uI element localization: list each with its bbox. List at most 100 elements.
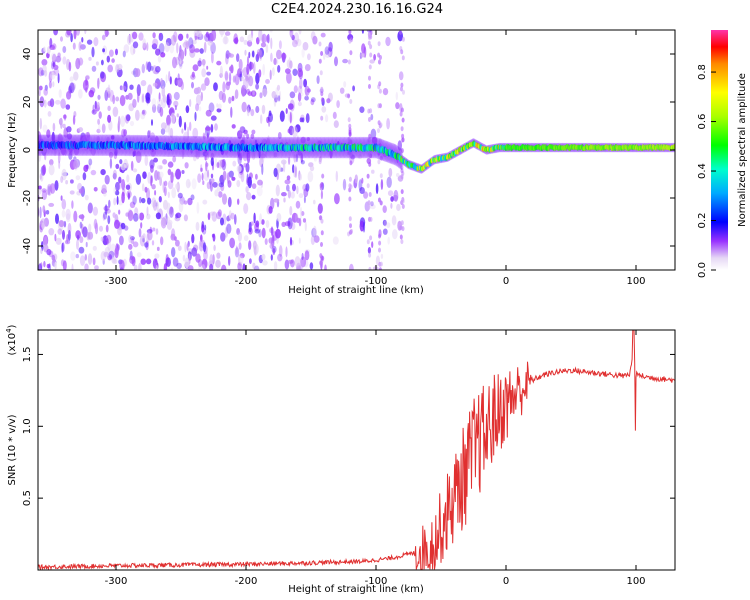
noise-cell — [317, 203, 323, 214]
noise-cell — [261, 104, 266, 115]
streak-cell — [320, 182, 324, 187]
noise-cell — [273, 58, 277, 65]
noise-cell — [339, 87, 345, 94]
noise-cell — [202, 180, 205, 185]
noise-cell — [42, 64, 47, 74]
noise-cell — [297, 92, 302, 102]
noise-cell — [108, 199, 111, 208]
noise-cell — [144, 154, 149, 166]
noise-cell — [220, 232, 226, 242]
noise-cell — [141, 63, 145, 74]
noise-cell — [301, 48, 305, 58]
streak-cell — [347, 117, 351, 123]
streak-cell — [367, 40, 371, 46]
noise-cell — [45, 210, 50, 215]
noise-cell — [248, 51, 251, 59]
noise-cell — [160, 52, 166, 58]
streak-cell — [377, 128, 380, 134]
noise-cell — [105, 224, 109, 233]
noise-cell — [157, 55, 162, 63]
noise-cell — [191, 233, 195, 244]
noise-cell — [296, 38, 302, 47]
noise-cell — [190, 194, 195, 201]
noise-cell — [61, 199, 67, 210]
noise-cell — [193, 30, 200, 37]
noise-cell — [158, 171, 164, 178]
streak-cell — [400, 126, 404, 132]
noise-cell — [313, 199, 316, 205]
streak-cell — [400, 82, 404, 88]
noise-cell — [396, 203, 401, 212]
streak-cell — [321, 255, 325, 261]
noise-cell — [104, 246, 111, 257]
noise-cell — [369, 59, 375, 64]
noise-cell — [290, 191, 295, 199]
noise-cell — [231, 95, 235, 102]
noise-cell — [133, 213, 139, 222]
noise-cell — [238, 255, 244, 265]
noise-cell — [273, 97, 277, 107]
noise-cell — [174, 105, 177, 111]
noise-cell — [332, 111, 337, 119]
noise-cell — [66, 91, 72, 100]
noise-cell — [265, 150, 268, 158]
noise-cell — [206, 181, 211, 190]
noise-cell — [220, 217, 224, 226]
noise-cell — [310, 97, 316, 103]
noise-cell — [62, 123, 66, 129]
noise-cell — [265, 220, 270, 228]
noise-cell — [177, 192, 183, 199]
noise-cell — [291, 126, 298, 138]
noise-cell — [91, 109, 97, 115]
noise-cell — [114, 219, 120, 229]
noise-cell — [75, 253, 80, 259]
streak-cell — [348, 216, 352, 222]
noise-cell — [86, 39, 93, 45]
noise-cell — [237, 198, 240, 205]
noise-cell — [304, 95, 309, 101]
noise-cell — [132, 31, 138, 40]
noise-cell — [352, 85, 355, 92]
noise-cell — [175, 239, 180, 247]
noise-cell — [103, 191, 107, 197]
noise-cell — [309, 165, 315, 172]
spectrogram-cells — [38, 30, 675, 270]
noise-cell — [173, 100, 179, 108]
noise-cell — [59, 118, 63, 124]
streak-cell — [320, 242, 323, 247]
streak-cell — [378, 81, 382, 87]
noise-cell — [201, 258, 208, 270]
noise-cell — [214, 157, 218, 168]
noise-cell — [275, 184, 280, 197]
snr-y-scale-close: ) — [7, 324, 18, 328]
noise-cell — [204, 33, 210, 42]
noise-cell — [116, 195, 119, 205]
noise-cell — [57, 152, 61, 164]
noise-cell — [255, 105, 260, 114]
noise-cell — [286, 175, 291, 181]
noise-cell — [362, 221, 366, 233]
noise-cell — [151, 119, 153, 126]
noise-cell — [254, 265, 260, 270]
noise-cell — [324, 46, 330, 55]
noise-cell — [130, 160, 134, 171]
x-tick-label: 0 — [503, 276, 509, 287]
noise-cell — [373, 54, 376, 61]
noise-cell — [316, 75, 320, 84]
noise-cell — [41, 59, 48, 66]
noise-cell — [39, 173, 42, 180]
streak-cell — [379, 55, 382, 60]
noise-cell — [176, 79, 180, 86]
noise-cell — [85, 74, 90, 80]
noise-cell — [255, 37, 260, 45]
noise-cell — [270, 37, 273, 50]
streak-cell — [369, 235, 373, 241]
noise-cell — [38, 131, 42, 143]
noise-cell — [247, 176, 252, 189]
colorbar-tick-label: 0.8 — [697, 64, 708, 80]
noise-cell — [259, 213, 262, 225]
noise-cell — [232, 75, 236, 83]
noise-cell — [395, 102, 400, 110]
noise-cell — [203, 41, 207, 53]
noise-cell — [188, 182, 191, 187]
